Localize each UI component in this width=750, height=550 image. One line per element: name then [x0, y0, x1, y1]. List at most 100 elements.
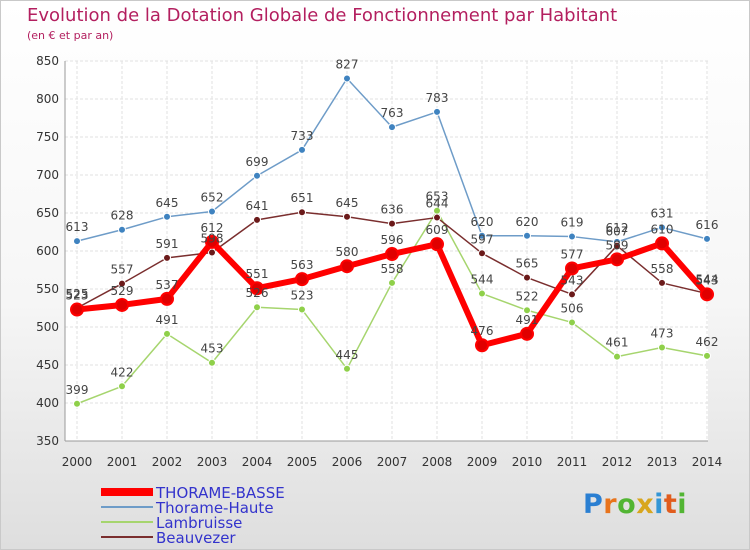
- legend-label: Lambruisse: [156, 514, 242, 532]
- data-label: 631: [651, 206, 674, 220]
- data-label: 783: [426, 91, 449, 105]
- data-label: 645: [156, 196, 179, 210]
- data-point: [295, 272, 309, 287]
- data-label: 580: [336, 245, 359, 259]
- data-label: 591: [156, 237, 179, 251]
- data-point: [115, 297, 129, 312]
- x-tick-label: 2014: [692, 455, 723, 469]
- data-label: 619: [561, 216, 584, 230]
- chart-subtitle: (en € et par an): [27, 29, 114, 42]
- data-point: [523, 306, 531, 315]
- data-point: [478, 249, 486, 258]
- chart-title: Evolution de la Dotation Globale de Fonc…: [27, 5, 618, 26]
- data-label: 565: [516, 257, 539, 271]
- y-tick-label: 450: [36, 358, 59, 372]
- data-point: [658, 343, 666, 352]
- data-point: [388, 219, 396, 228]
- data-label: 620: [471, 215, 494, 229]
- x-tick-label: 2007: [377, 455, 408, 469]
- logo-letter: r: [603, 489, 618, 520]
- data-label: 453: [201, 342, 224, 356]
- data-label: 461: [606, 336, 629, 350]
- data-label: 543: [696, 273, 719, 287]
- data-label: 422: [111, 365, 134, 379]
- data-point: [520, 326, 534, 341]
- data-label: 652: [201, 190, 224, 204]
- data-label: 399: [66, 383, 89, 397]
- data-point: [385, 247, 399, 262]
- data-point: [298, 305, 306, 314]
- data-label: 644: [426, 197, 449, 211]
- x-tick-label: 2010: [512, 455, 543, 469]
- data-label: 613: [66, 220, 89, 234]
- data-point: [253, 303, 261, 312]
- logo-letter: P: [583, 489, 604, 520]
- data-label: 544: [471, 273, 494, 287]
- logo-letter: i: [677, 489, 688, 520]
- data-point: [160, 291, 174, 306]
- data-label: 577: [561, 247, 584, 261]
- data-point: [613, 352, 621, 361]
- data-label: 506: [561, 301, 584, 315]
- data-label: 596: [381, 233, 404, 247]
- legend-label: Thorame-Haute: [155, 499, 274, 517]
- data-label: 543: [561, 273, 584, 287]
- data-point: [658, 223, 666, 232]
- y-tick-label: 600: [36, 244, 59, 258]
- data-point: [118, 382, 126, 391]
- data-label: 537: [156, 278, 179, 292]
- data-point: [205, 234, 219, 249]
- data-point: [700, 287, 714, 302]
- data-point: [523, 273, 531, 282]
- data-point: [163, 329, 171, 338]
- data-point: [613, 241, 621, 250]
- data-label: 733: [291, 129, 314, 143]
- y-tick-label: 700: [36, 168, 59, 182]
- legend-label: Beauvezer: [156, 529, 236, 547]
- proxiti-logo: Proxiti: [583, 489, 687, 520]
- logo-letter: o: [617, 489, 637, 520]
- data-point: [163, 212, 171, 221]
- data-label: 607: [606, 225, 629, 239]
- data-label: 558: [651, 262, 674, 276]
- data-label: 610: [651, 222, 674, 236]
- y-tick-label: 500: [36, 320, 59, 334]
- data-point: [298, 145, 306, 154]
- y-tick-label: 400: [36, 396, 59, 410]
- data-label: 525: [66, 287, 89, 301]
- logo-letter: x: [636, 489, 655, 520]
- data-label: 526: [246, 286, 269, 300]
- y-tick-label: 650: [36, 206, 59, 220]
- data-label: 612: [201, 221, 224, 235]
- data-label: 491: [516, 313, 539, 327]
- data-point: [475, 338, 489, 353]
- data-label: 763: [381, 106, 404, 120]
- data-label: 589: [606, 238, 629, 252]
- data-point: [478, 231, 486, 240]
- x-tick-label: 2012: [602, 455, 633, 469]
- data-label: 598: [201, 232, 224, 246]
- x-tick-label: 2000: [62, 455, 93, 469]
- data-label: 651: [291, 191, 314, 205]
- data-point: [433, 213, 441, 222]
- data-point: [568, 318, 576, 327]
- y-tick-label: 850: [36, 54, 59, 68]
- data-label: 473: [651, 327, 674, 341]
- data-point: [208, 248, 216, 257]
- data-point: [433, 107, 441, 116]
- data-label: 699: [246, 155, 269, 169]
- data-point: [70, 302, 84, 317]
- data-label: 645: [336, 196, 359, 210]
- data-label: 544: [696, 273, 719, 287]
- data-point: [523, 231, 531, 240]
- data-label: 620: [516, 215, 539, 229]
- y-tick-label: 550: [36, 282, 59, 296]
- x-tick-label: 2011: [557, 455, 588, 469]
- data-label: 827: [336, 57, 359, 71]
- y-tick-label: 350: [36, 434, 59, 448]
- data-label: 563: [291, 258, 314, 272]
- data-point: [565, 261, 579, 276]
- x-tick-label: 2005: [287, 455, 318, 469]
- data-label: 557: [111, 263, 134, 277]
